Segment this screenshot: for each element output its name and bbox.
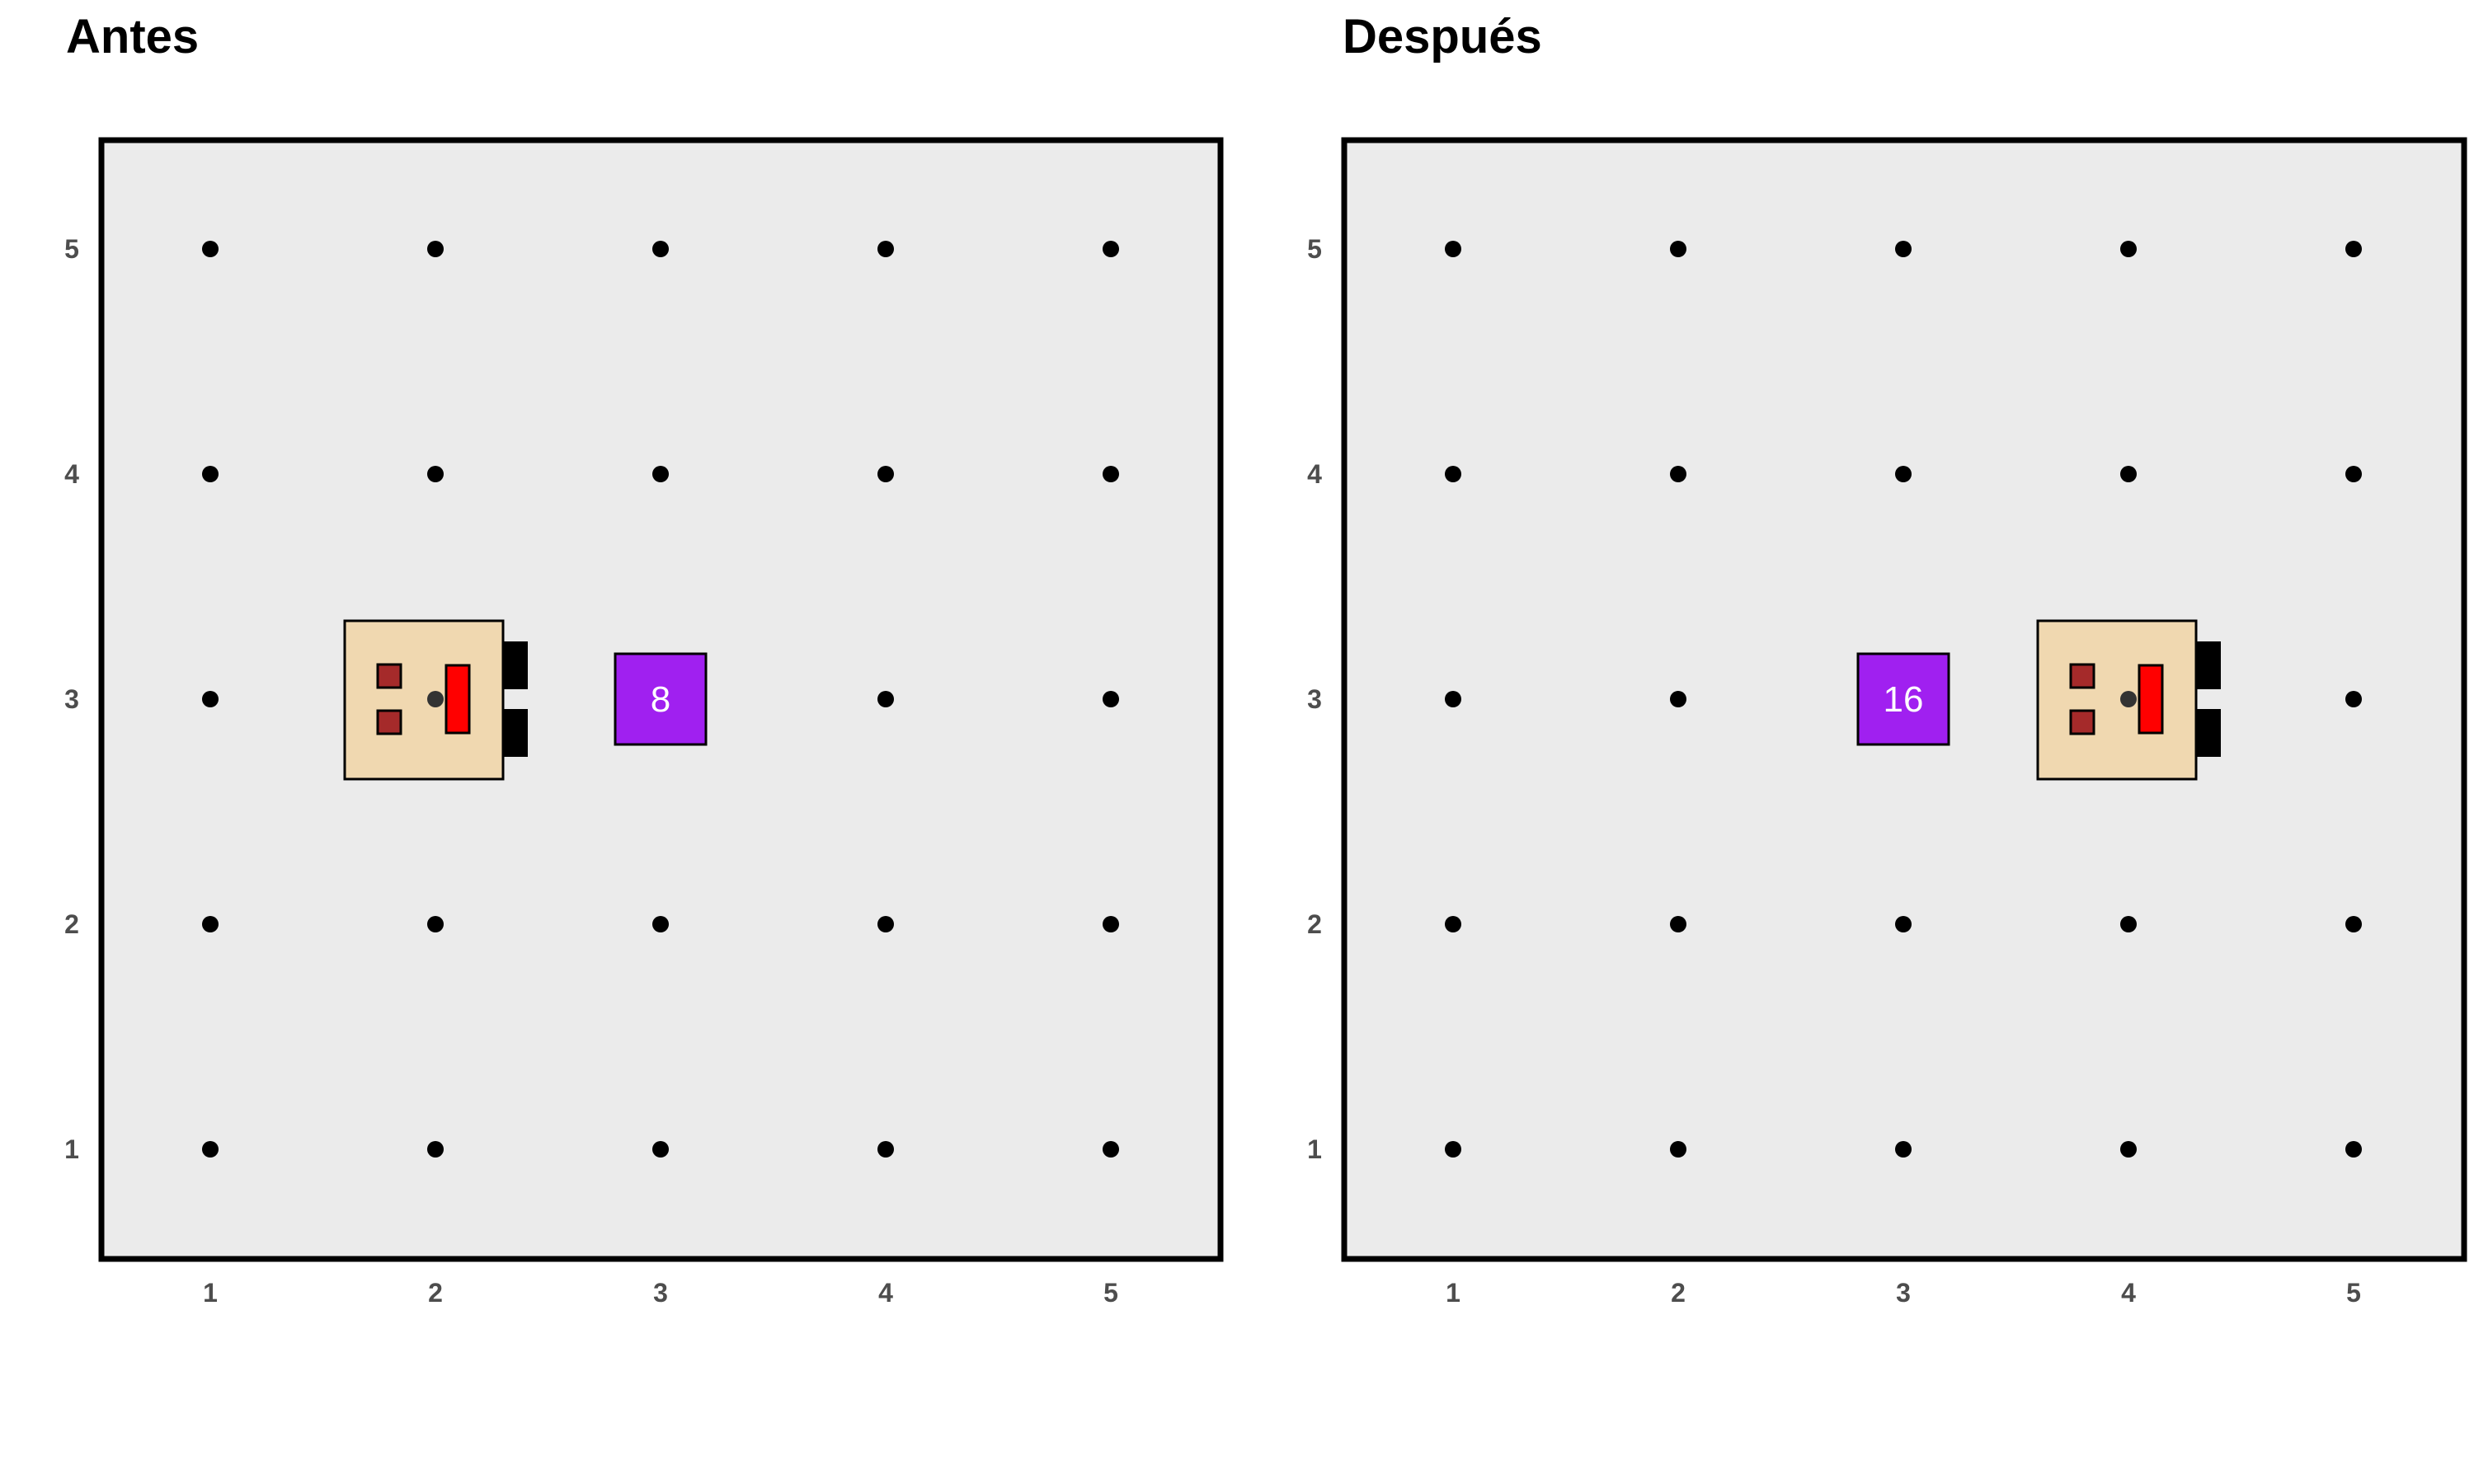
x-tick-label: 5 — [1103, 1278, 1118, 1308]
x-tick-label: 3 — [1896, 1278, 1911, 1308]
grid-dot — [1895, 466, 1912, 482]
grid-dot — [2120, 466, 2137, 482]
block-label: 8 — [651, 679, 670, 720]
grid-dot — [2120, 1141, 2137, 1158]
grid-dot — [877, 916, 894, 932]
x-tick-label: 4 — [2121, 1278, 2136, 1308]
grid-dot — [1445, 691, 1461, 707]
grid-dot — [2345, 241, 2362, 257]
x-tick-label: 5 — [2346, 1278, 2361, 1308]
robot-mouth — [2138, 664, 2164, 735]
x-tick-label: 4 — [878, 1278, 893, 1308]
y-tick-label: 1 — [64, 1134, 79, 1164]
grid-dot — [2345, 916, 2362, 932]
grid-dot — [427, 1141, 444, 1158]
robot-eye — [2069, 663, 2095, 689]
grid-dot — [1670, 241, 1686, 257]
robot-center-dot — [427, 691, 444, 707]
y-tick-label: 5 — [64, 234, 79, 264]
x-tick-label: 1 — [1446, 1278, 1460, 1308]
y-tick-label: 5 — [1307, 234, 1322, 264]
grid-dot — [2345, 1141, 2362, 1158]
grid-dot — [1103, 916, 1119, 932]
grid-dot — [877, 1141, 894, 1158]
robot-claw-upper — [2196, 641, 2221, 689]
grid-dot — [1103, 466, 1119, 482]
grid-dot — [652, 241, 669, 257]
y-tick-label: 1 — [1307, 1134, 1322, 1164]
x-tick-label: 1 — [203, 1278, 218, 1308]
robot-eye — [2069, 709, 2095, 735]
grid-dot — [427, 466, 444, 482]
robot-eye — [376, 663, 402, 689]
grid-dot — [202, 466, 219, 482]
grid-dot — [1445, 916, 1461, 932]
grid-dot — [1895, 241, 1912, 257]
grid-dot — [1103, 1141, 1119, 1158]
grid-dot — [652, 916, 669, 932]
grid-dot — [877, 691, 894, 707]
grid-dot — [1103, 691, 1119, 707]
panel-title-antes: Antes — [66, 10, 200, 63]
robot-eye — [376, 709, 402, 735]
grid-dot — [202, 241, 219, 257]
y-tick-label: 2 — [1307, 909, 1322, 939]
grid-dot — [1670, 691, 1686, 707]
grid-dot — [202, 1141, 219, 1158]
grid-dot — [2120, 241, 2137, 257]
robot-claw-upper — [503, 641, 528, 689]
grid-dot — [1895, 1141, 1912, 1158]
y-tick-label: 4 — [1307, 459, 1322, 489]
grid-dot — [1103, 241, 1119, 257]
grid-dot — [1445, 466, 1461, 482]
grid-dot — [1445, 1141, 1461, 1158]
robot-claw-lower — [2196, 709, 2221, 757]
block-icon — [614, 652, 708, 746]
grid-dot — [652, 466, 669, 482]
y-tick-label: 3 — [64, 684, 79, 714]
grid-dot — [652, 1141, 669, 1158]
grid-dot — [202, 691, 219, 707]
grid-dot — [427, 241, 444, 257]
y-tick-label: 2 — [64, 909, 79, 939]
grid-dot — [1445, 241, 1461, 257]
robot-center-dot — [2120, 691, 2137, 707]
grid-dot — [427, 916, 444, 932]
robot-icon — [2036, 619, 2198, 781]
grid-dot — [2345, 466, 2362, 482]
grid-dot — [1670, 916, 1686, 932]
x-tick-label: 2 — [428, 1278, 443, 1308]
grid-dot — [877, 241, 894, 257]
panel-title-despues: Después — [1343, 10, 1542, 63]
grid-dot — [2345, 691, 2362, 707]
y-tick-label: 4 — [64, 459, 79, 489]
grid-dot — [2120, 916, 2137, 932]
grid-dot — [1670, 466, 1686, 482]
robot-icon — [343, 619, 505, 781]
robot-mouth — [444, 664, 471, 735]
grid-dot — [1895, 916, 1912, 932]
grid-dot — [877, 466, 894, 482]
grid-dot — [202, 916, 219, 932]
robot-claw-lower — [503, 709, 528, 757]
block-label: 16 — [1884, 679, 1924, 720]
grid-dot — [1670, 1141, 1686, 1158]
x-tick-label: 3 — [653, 1278, 668, 1308]
x-tick-label: 2 — [1671, 1278, 1686, 1308]
y-tick-label: 3 — [1307, 684, 1322, 714]
block-icon — [1856, 652, 1950, 746]
